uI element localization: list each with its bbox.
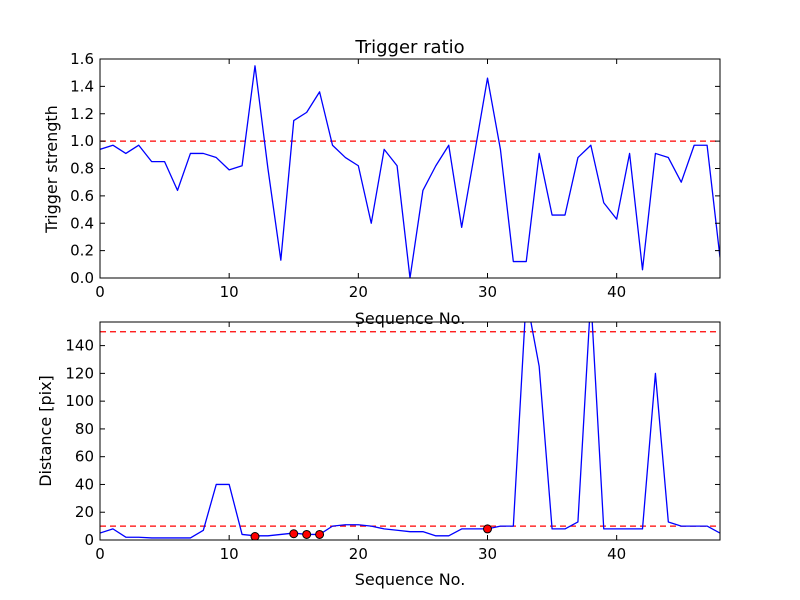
bottom-chart-marker-point bbox=[483, 524, 492, 534]
top-chart-ytick-label: 0.8 bbox=[70, 160, 94, 178]
bottom-chart-xtick-label: 10 bbox=[220, 545, 239, 563]
top-chart-xtick-label: 20 bbox=[349, 283, 368, 301]
top-chart: 0 10 20 30 40 0.0 0.2 0.4 0.6 0.8 1.0 1.2 1.4 1.6 bbox=[70, 50, 721, 301]
bottom-chart-marker-point bbox=[250, 532, 260, 540]
top-chart-xtick-label: 0 bbox=[95, 283, 105, 301]
bottom-chart-ytick-label: 60 bbox=[75, 448, 94, 466]
bottom-chart-plot-area bbox=[100, 322, 720, 540]
top-chart-series-line-0 bbox=[100, 65, 720, 278]
top-chart-ylabel: Trigger strength bbox=[42, 105, 61, 234]
bottom-chart-ytick-label: 40 bbox=[75, 475, 94, 493]
top-chart-ytick-label: 1.2 bbox=[70, 105, 94, 123]
bottom-chart: 0 10 20 30 40 0 20 40 60 80 100 120 140 bbox=[65, 321, 721, 563]
top-chart-title: Trigger ratio bbox=[354, 37, 464, 58]
top-chart-plot-area bbox=[100, 65, 720, 278]
top-chart-ytick-label: 1.4 bbox=[70, 77, 94, 95]
bottom-chart-ytick-label: 20 bbox=[75, 503, 94, 521]
bottom-chart-frame bbox=[99, 321, 721, 541]
bottom-chart-ytick-label: 120 bbox=[65, 364, 94, 382]
bottom-chart-ytick-label: 140 bbox=[65, 337, 94, 355]
top-chart-xtick-label: 30 bbox=[478, 283, 497, 301]
bottom-chart-ylabel: Distance [pix] bbox=[36, 375, 55, 487]
bottom-chart-ytick-label: 100 bbox=[65, 392, 94, 410]
bottom-chart-marker-point bbox=[302, 529, 312, 539]
bottom-chart-ytick-label: 80 bbox=[75, 420, 94, 438]
top-chart-xtick-label: 10 bbox=[220, 283, 239, 301]
bottom-chart-xtick-label: 30 bbox=[478, 545, 497, 563]
bottom-chart-xtick-label: 0 bbox=[95, 545, 105, 563]
top-chart-ytick-label: 0.0 bbox=[70, 269, 94, 287]
top-chart-ytick-label: 0.4 bbox=[70, 214, 94, 232]
bottom-chart-xlabel: Sequence No. bbox=[355, 570, 466, 589]
top-chart-ytick-label: 0.2 bbox=[70, 242, 94, 260]
bottom-chart-xtick-label: 40 bbox=[607, 545, 626, 563]
bottom-chart-marker-point bbox=[289, 529, 299, 539]
bottom-chart-ytick-label: 0 bbox=[84, 531, 94, 549]
top-chart-ytick-label: 1.0 bbox=[70, 132, 94, 150]
top-chart-xtick-label: 40 bbox=[607, 283, 626, 301]
top-chart-ytick-label: 0.6 bbox=[70, 187, 94, 205]
bottom-chart-xtick-label: 20 bbox=[349, 545, 368, 563]
bottom-chart-marker-point bbox=[315, 529, 325, 539]
bottom-chart-series-line-0 bbox=[100, 322, 720, 539]
top-chart-ytick-label: 1.6 bbox=[70, 50, 94, 68]
top-chart-xlabel: Sequence No. bbox=[355, 309, 466, 328]
